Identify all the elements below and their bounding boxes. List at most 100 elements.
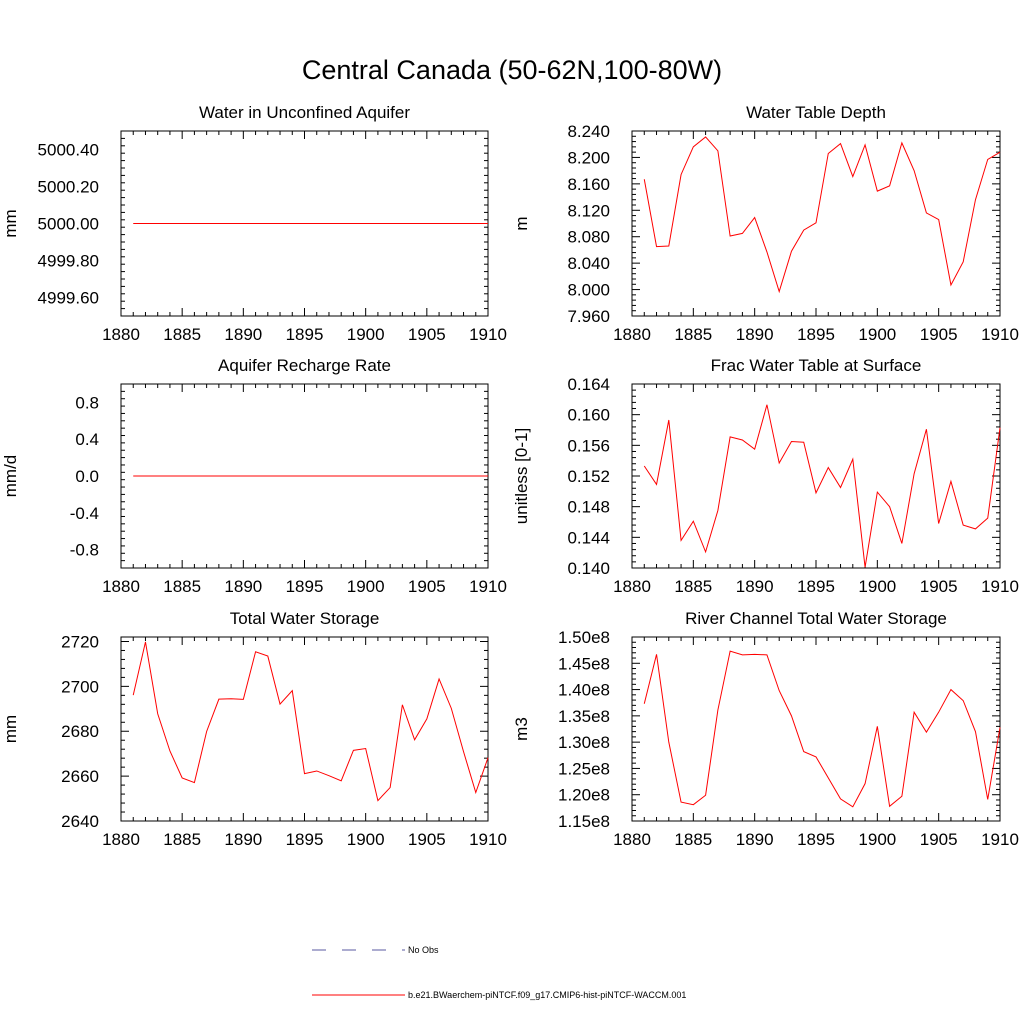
y-tick-label: 1.30e8	[558, 733, 610, 752]
y-tick-label: 2680	[61, 722, 99, 741]
y-tick-label: 1.40e8	[558, 681, 610, 700]
y-axis-label: mm/d	[1, 455, 20, 498]
y-tick-label: 2700	[61, 677, 99, 696]
legend: No Obs b.e21.BWaerchem-piNTCF.f09_g17.CM…	[312, 945, 686, 1000]
y-tick-label: 8.240	[567, 122, 610, 141]
x-tick-label: 1895	[797, 830, 835, 849]
plot-frame	[631, 636, 1001, 822]
series-line	[643, 404, 1001, 568]
series-line	[643, 650, 1001, 808]
y-tick-label: 0.140	[567, 559, 610, 578]
x-tick-label: 1910	[981, 830, 1019, 849]
x-tick-label: 1900	[858, 577, 896, 596]
y-tick-label: 1.25e8	[558, 759, 610, 778]
x-tick-label: 1880	[102, 577, 140, 596]
x-tick-label: 1885	[163, 577, 201, 596]
y-axis-label: m	[512, 216, 531, 230]
y-axis-label: mm	[1, 715, 20, 743]
plot-frame	[120, 636, 489, 822]
y-tick-label: 1.20e8	[558, 786, 610, 805]
y-tick-label: 2660	[61, 767, 99, 786]
legend-model-label: b.e21.BWaerchem-piNTCF.f09_g17.CMIP6-his…	[408, 990, 686, 1000]
y-tick-label: 5000.00	[38, 215, 99, 234]
x-tick-label: 1885	[674, 577, 712, 596]
x-tick-label: 1905	[920, 325, 958, 344]
chart-panel: Frac Water Table at Surface unitless [0-1…	[512, 356, 1019, 596]
x-tick-label: 1890	[224, 325, 262, 344]
y-tick-label: 5000.40	[38, 141, 99, 160]
x-tick-label: 1910	[981, 325, 1019, 344]
y-tick-label: 8.040	[567, 254, 610, 273]
legend-obs-label: No Obs	[408, 945, 439, 955]
y-tick-label: 4999.60	[38, 289, 99, 308]
x-tick-label: 1895	[286, 577, 324, 596]
x-tick-label: 1885	[163, 325, 201, 344]
x-tick-label: 1895	[286, 830, 324, 849]
x-tick-label: 1910	[469, 830, 507, 849]
page-title: Central Canada (50-62N,100-80W)	[301, 55, 723, 85]
y-tick-label: 0.160	[567, 406, 610, 425]
x-tick-label: 1900	[347, 577, 385, 596]
y-tick-label: 0.156	[567, 436, 610, 455]
x-tick-label: 1885	[163, 830, 201, 849]
y-tick-label: 5000.20	[38, 178, 99, 197]
x-tick-label: 1885	[674, 830, 712, 849]
x-tick-label: 1910	[469, 577, 507, 596]
y-tick-label: 0.152	[567, 467, 610, 486]
chart-title: River Channel Total Water Storage	[685, 609, 947, 628]
x-tick-label: 1880	[102, 830, 140, 849]
y-axis-label: mm	[1, 209, 20, 237]
plot-frame	[631, 130, 1001, 317]
y-tick-label: 0.144	[567, 528, 610, 547]
y-tick-label: 0.4	[75, 430, 99, 449]
chart-title: Water in Unconfined Aquifer	[199, 103, 410, 122]
x-tick-label: 1900	[858, 830, 896, 849]
x-tick-label: 1905	[920, 577, 958, 596]
x-tick-label: 1900	[347, 325, 385, 344]
chart-title: Water Table Depth	[746, 103, 886, 122]
y-tick-label: 1.15e8	[558, 812, 610, 831]
y-tick-label: 8.200	[567, 148, 610, 167]
x-tick-label: 1905	[408, 577, 446, 596]
x-tick-label: 1890	[224, 830, 262, 849]
y-tick-label: 1.50e8	[558, 628, 610, 647]
x-tick-label: 1895	[797, 577, 835, 596]
x-tick-label: 1900	[347, 830, 385, 849]
y-tick-label: -0.4	[70, 504, 99, 523]
y-tick-label: 8.120	[567, 201, 610, 220]
x-tick-label: 1910	[981, 577, 1019, 596]
series-line	[132, 641, 489, 802]
x-tick-label: 1890	[736, 325, 774, 344]
y-tick-label: 2640	[61, 812, 99, 831]
y-tick-label: 8.160	[567, 175, 610, 194]
y-tick-label: 2720	[61, 632, 99, 651]
chart-title: Aquifer Recharge Rate	[218, 356, 391, 375]
y-tick-label: 1.35e8	[558, 707, 610, 726]
x-tick-label: 1885	[674, 325, 712, 344]
y-tick-label: 0.148	[567, 498, 610, 517]
x-tick-label: 1905	[408, 830, 446, 849]
y-tick-label: 0.164	[567, 375, 610, 394]
series-line	[643, 136, 1001, 294]
x-tick-label: 1890	[224, 577, 262, 596]
y-axis-label: unitless [0-1]	[512, 428, 531, 524]
x-tick-label: 1890	[736, 577, 774, 596]
y-tick-label: 1.45e8	[558, 654, 610, 673]
chart-title: Frac Water Table at Surface	[711, 356, 922, 375]
x-tick-label: 1900	[858, 325, 896, 344]
chart-panel: Water in Unconfined Aquifer mm 1880 1885 189…	[1, 103, 507, 344]
y-tick-label: 7.960	[567, 307, 610, 326]
x-tick-label: 1880	[613, 830, 651, 849]
y-tick-label: 0.0	[75, 467, 99, 486]
x-tick-label: 1905	[408, 325, 446, 344]
plot-frame	[631, 383, 1001, 569]
x-tick-label: 1880	[613, 325, 651, 344]
chart-panel: Total Water Storage mm 1880 1885 1890 1895 190…	[1, 609, 507, 849]
x-tick-label: 1910	[469, 325, 507, 344]
x-tick-label: 1890	[736, 830, 774, 849]
chart-panel: Aquifer Recharge Rate mm/d 1880 1885 1890 189…	[1, 356, 507, 596]
y-tick-label: 0.8	[75, 393, 99, 412]
x-tick-label: 1880	[102, 325, 140, 344]
